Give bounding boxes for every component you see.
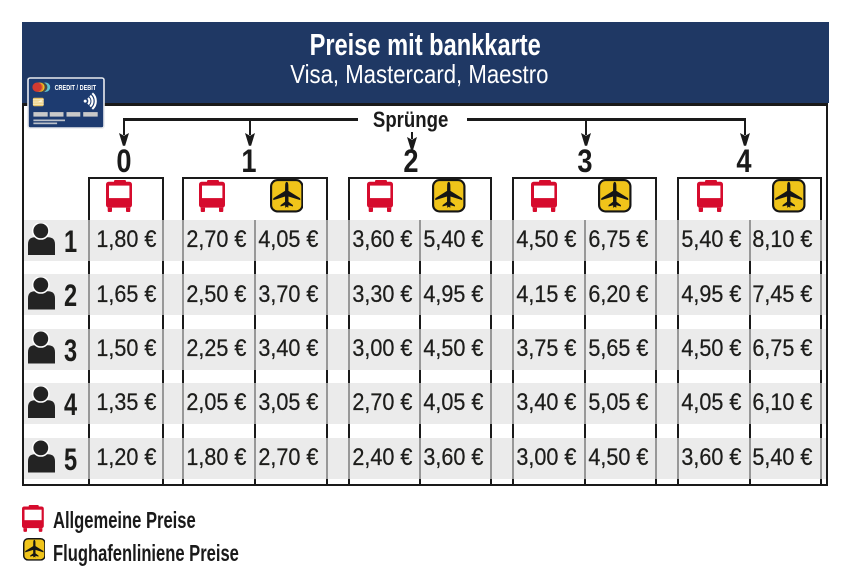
svg-text:CREDIT / DEBIT: CREDIT / DEBIT <box>54 83 96 92</box>
